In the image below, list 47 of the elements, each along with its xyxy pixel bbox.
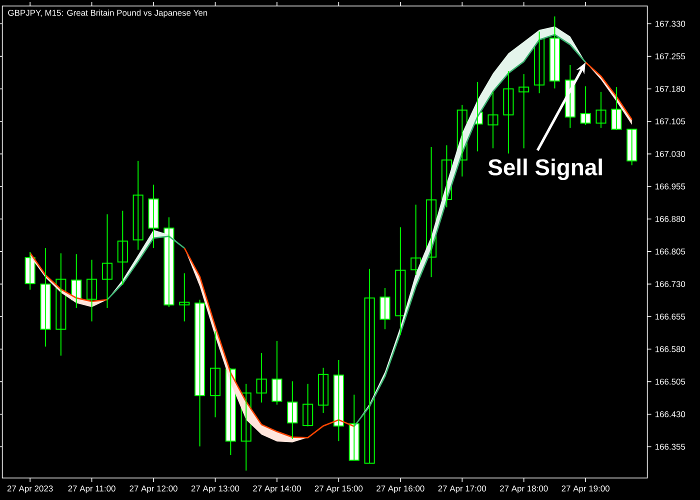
x-tick-label: 27 Apr 11:00 <box>68 486 116 494</box>
candlestick <box>117 210 128 286</box>
y-tick-label: 166.355 <box>655 444 686 450</box>
candlestick <box>40 248 51 348</box>
y-tick-label: 167.330 <box>655 20 686 27</box>
candlestick <box>148 184 159 249</box>
candlestick <box>596 91 606 128</box>
candlestick <box>380 287 390 330</box>
candlestick <box>132 160 144 250</box>
y-tick-label: 166.880 <box>655 216 686 222</box>
candlestick <box>272 340 282 406</box>
x-tick-label: 27 Apr 2023 <box>7 486 53 494</box>
candlestick <box>611 86 622 131</box>
x-tick-label: 27 Apr 17:00 <box>438 486 486 494</box>
candlestick <box>626 128 638 166</box>
y-tick-label: 166.580 <box>655 346 686 352</box>
candlestick <box>549 16 560 89</box>
candlestick <box>287 380 298 440</box>
x-tick-label: 27 Apr 13:00 <box>191 486 240 494</box>
y-tick-label: 166.955 <box>655 183 686 190</box>
y-tick-label: 166.655 <box>655 314 686 320</box>
x-tick-label: 27 Apr 16:00 <box>376 486 424 494</box>
x-tick-label: 27 Apr 18:00 <box>500 486 548 494</box>
candlestick <box>256 352 267 404</box>
chart-title: GBPJPY, M15: Great Britain Pound vs Japanese Yen <box>8 10 208 18</box>
y-tick-label: 167.105 <box>655 118 686 124</box>
candlestick <box>503 70 514 154</box>
x-tick-label: 27 Apr 15:00 <box>314 486 363 494</box>
y-tick-label: 166.805 <box>655 248 686 255</box>
candlestick <box>488 91 498 149</box>
candlestick <box>194 299 206 447</box>
y-tick-label: 166.505 <box>655 378 686 385</box>
annotation: Sell Signal <box>488 158 602 180</box>
candlestick <box>580 86 591 126</box>
y-tick-label: 167.030 <box>655 150 686 157</box>
y-tick-label: 167.180 <box>655 86 686 92</box>
y-tick-label: 166.730 <box>655 281 686 288</box>
candlestick <box>518 74 530 149</box>
x-tick-label: 27 Apr 19:00 <box>562 486 610 494</box>
candlestick <box>210 330 221 418</box>
y-tick-label: 166.430 <box>655 411 686 418</box>
candlestick <box>179 272 190 322</box>
candlestick <box>86 259 98 322</box>
x-tick-label: 27 Apr 14:00 <box>253 486 301 494</box>
x-tick-label: 27 Apr 12:00 <box>130 486 178 494</box>
candlestick <box>102 214 113 308</box>
y-tick-label: 167.255 <box>655 53 686 60</box>
